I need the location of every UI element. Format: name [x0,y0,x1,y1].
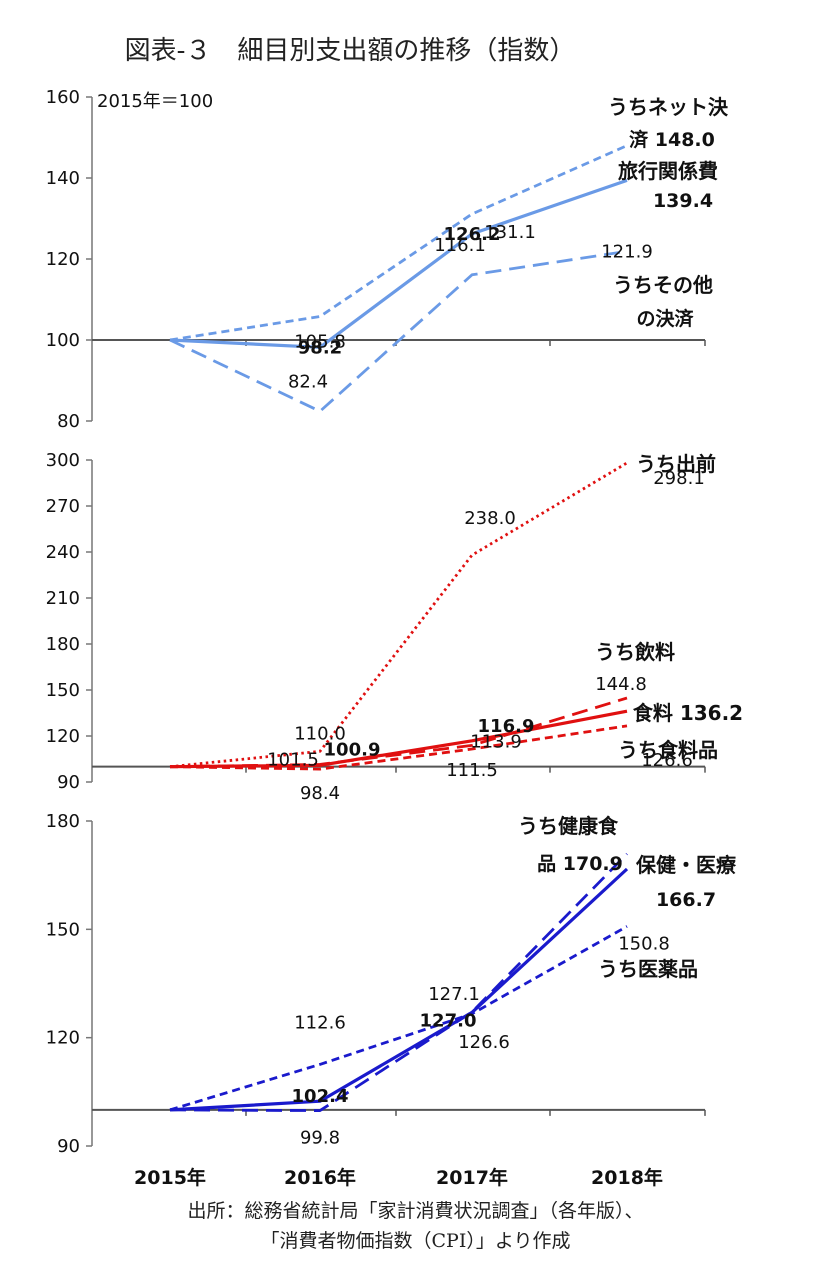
data-label: 126.6 [458,1032,510,1053]
series-line-3-3 [169,925,628,1112]
y-tick-label: 120 [46,1028,80,1049]
data-label: 99.8 [300,1128,340,1149]
series-line-2-2 [169,696,628,769]
series-label: の決済 [636,307,694,330]
y-tick-label: 150 [46,680,80,701]
data-label: 98.2 [298,337,342,358]
panel-2 [86,459,706,783]
y-tick-label: 240 [46,542,80,563]
y-tick-label: 180 [46,634,80,655]
y-tick-label: 140 [46,168,80,189]
series-label: 保健・医療 [635,853,736,877]
data-label: 102.4 [292,1086,349,1107]
y-tick-label: 150 [46,919,80,940]
series-label: うちその他 [613,273,713,297]
series-line-2-3 [169,709,628,769]
x-category-label: 2016年 [284,1166,356,1189]
series-label: うち食料品 [618,738,718,762]
series-line-2-1 [169,461,628,769]
chart-title: 図表‐３ 細目別支出額の推移（指数） [124,36,576,66]
series-line-1-2 [169,144,628,342]
series-label: 食料 136.2 [633,701,743,725]
series-label: 品 170.9 [537,853,623,875]
data-label: 238.0 [464,508,516,529]
data-label: 111.5 [446,760,498,781]
x-category-label: 2017年 [436,1166,508,1189]
data-label: 298.1 [653,468,705,489]
source-line-2: 「消費者物価指数（CPI）」より作成 [260,1230,571,1252]
data-label: 100.9 [324,739,381,760]
data-label: 98.4 [300,783,340,804]
series-label: うち飲料 [595,640,675,664]
y-tick-label: 180 [46,811,80,832]
y-tick-label: 90 [57,772,80,793]
series-line-1-1 [169,178,628,349]
y-tick-label: 120 [46,726,80,747]
x-category-label: 2015年 [134,1166,206,1189]
series-line-3-1 [169,852,628,1112]
data-label: 121.9 [601,241,653,262]
y-tick-label: 100 [46,330,80,351]
data-label: 131.1 [484,222,536,243]
series-label: 旅行関係費 [618,159,718,183]
series-label: 139.4 [653,190,713,212]
data-label: 101.5 [267,749,319,770]
series-label: 済 148.0 [629,128,715,151]
x-category-label: 2018年 [591,1166,663,1189]
source-line-1: 出所：総務省統計局「家計消費状況調査」（各年版）、 [187,1200,644,1222]
y-tick-label: 80 [57,411,80,432]
data-label: 126.6 [641,750,693,771]
series-label: 166.7 [656,889,716,911]
series-line-1-3 [169,249,628,413]
panel-1 [86,96,706,422]
y-tick-label: 270 [46,496,80,517]
data-label: 127.1 [428,984,480,1005]
y-tick-label: 120 [46,249,80,270]
series-label: うち医薬品 [598,957,698,981]
y-tick-label: 210 [46,588,80,609]
base-note: 2015年＝100 [97,91,213,112]
series-label: うちネット決 [608,95,729,119]
data-label: 110.0 [294,723,346,744]
series-line-2-4 [169,724,628,771]
y-tick-label: 160 [46,87,80,108]
series-line-3-2 [169,867,629,1112]
data-label: 116.1 [434,235,486,256]
data-label: 113.9 [470,731,522,752]
data-label: 112.6 [294,1012,346,1033]
data-label: 144.8 [595,674,647,695]
data-label: 105.8 [294,332,346,353]
data-label: 116.9 [478,716,535,737]
series-label: うち出前 [636,452,716,476]
panel-3 [86,820,706,1147]
data-label: 126.2 [444,224,501,245]
data-label: 82.4 [288,371,328,392]
y-tick-label: 90 [57,1136,80,1157]
data-label: 127.0 [420,1010,477,1031]
series-label: うち健康食 [518,814,619,838]
y-tick-label: 300 [46,450,80,471]
source-note: 出所：総務省統計局「家計消費状況調査」（各年版）、 「消費者物価指数（CPI）」… [0,1196,831,1256]
data-label: 150.8 [618,933,670,954]
